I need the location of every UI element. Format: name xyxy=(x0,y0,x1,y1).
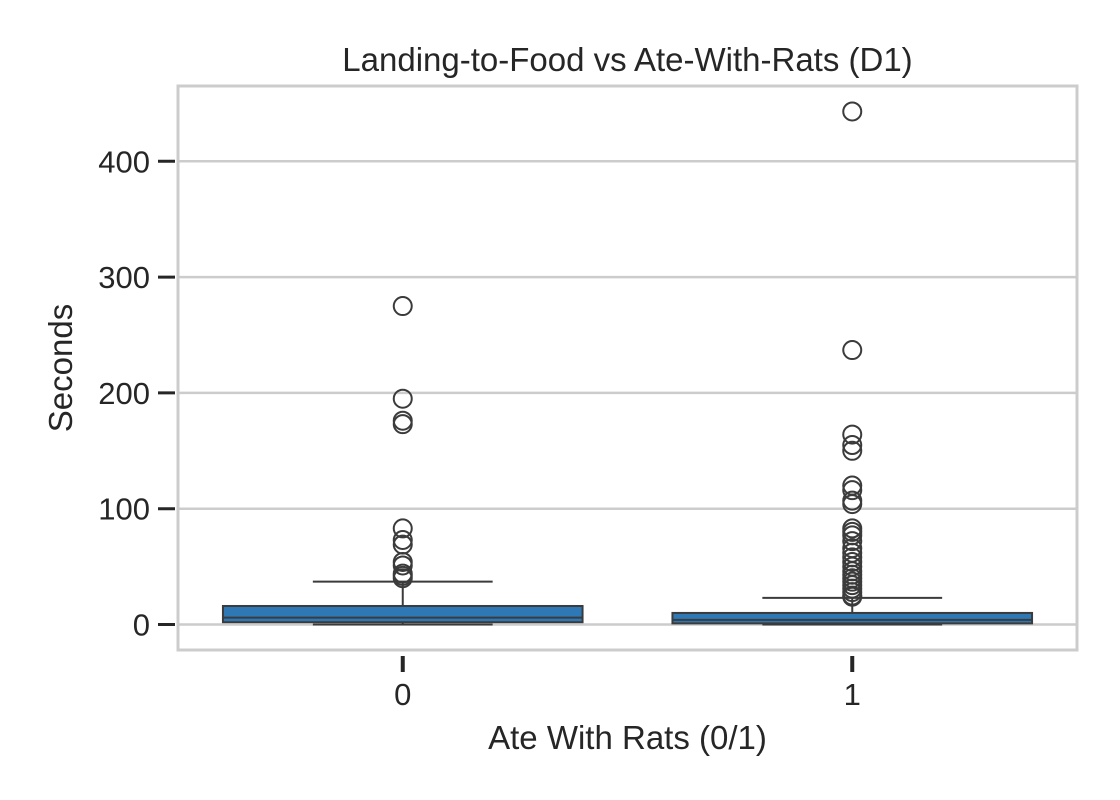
y-tick-label: 0 xyxy=(133,608,150,643)
outlier-point xyxy=(842,586,863,607)
y-axis: 0 100 200 300 400 xyxy=(98,144,175,643)
outlier-point xyxy=(842,531,863,552)
x-tick-label: 0 xyxy=(394,677,411,712)
outlier-point xyxy=(392,568,413,589)
outlier-point xyxy=(392,529,413,550)
outlier-point xyxy=(392,555,413,576)
box-group-0 xyxy=(221,296,584,626)
x-axis-label: Ate With Rats (0/1) xyxy=(488,719,767,756)
outlier-point xyxy=(842,424,863,445)
outlier-point xyxy=(392,296,413,317)
chart-title: Landing-to-Food vs Ate-With-Rats (D1) xyxy=(342,41,912,78)
outlier-point xyxy=(392,388,413,409)
boxplots xyxy=(221,101,1034,626)
box-group-1 xyxy=(671,101,1034,626)
x-tick-label: 1 xyxy=(844,677,861,712)
outlier-point xyxy=(842,440,863,461)
y-tick-label: 200 xyxy=(98,376,150,411)
y-tick-label: 400 xyxy=(98,144,150,179)
outlier-point xyxy=(842,480,863,501)
outlier-point xyxy=(842,494,863,515)
y-tick-label: 300 xyxy=(98,260,150,295)
outlier-point xyxy=(842,340,863,361)
outlier-point xyxy=(392,518,413,539)
y-tick-label: 100 xyxy=(98,492,150,527)
outlier-point xyxy=(842,435,863,456)
plot-frame xyxy=(176,84,1079,652)
outlier-point xyxy=(842,551,863,572)
box-iqr xyxy=(671,611,1034,625)
box-iqr xyxy=(221,604,584,624)
outlier-point xyxy=(392,414,413,435)
y-axis-label: Seconds xyxy=(42,304,79,432)
outlier-point xyxy=(842,101,863,122)
